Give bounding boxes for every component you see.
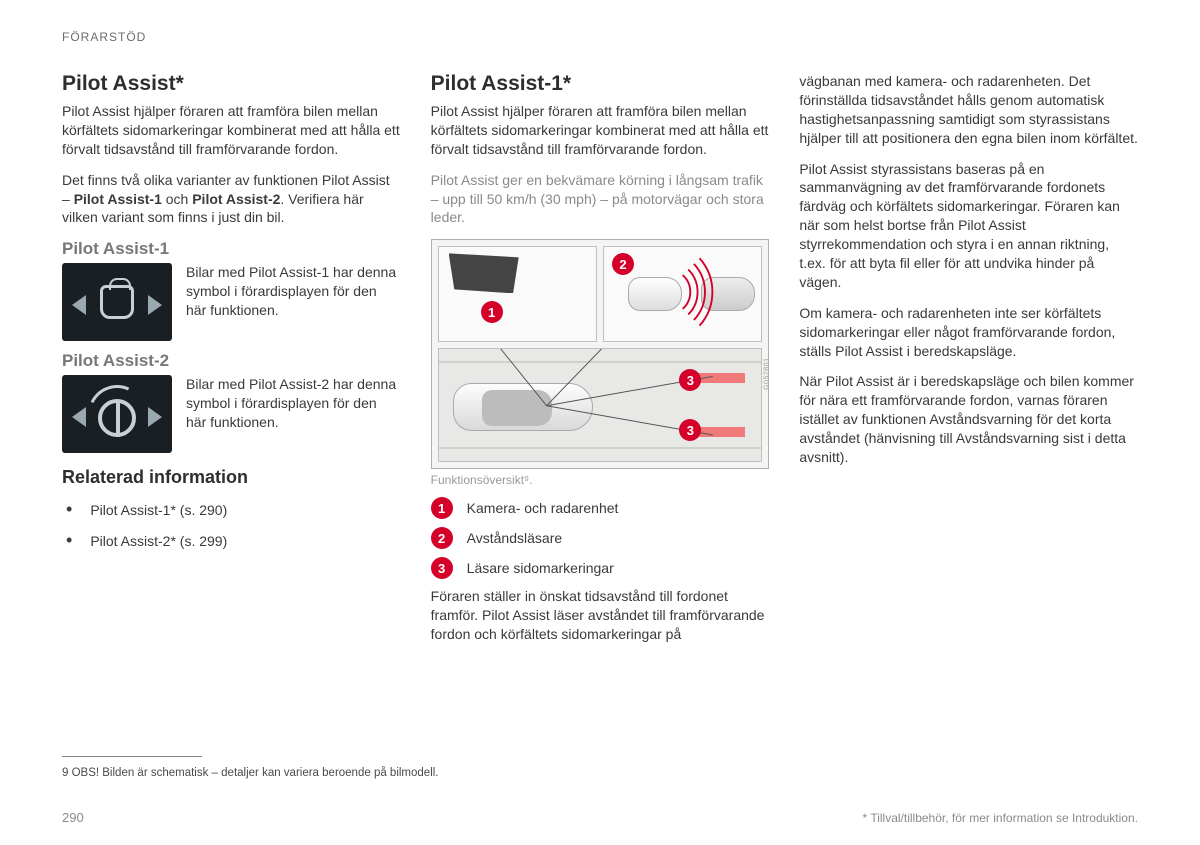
legend-label: Läsare sidomarkeringar — [467, 560, 614, 576]
column-1: Pilot Assist* Pilot Assist hjälper förar… — [62, 72, 401, 656]
col1-intro: Pilot Assist hjälper föraren att framför… — [62, 102, 401, 159]
legend-item: 3 Läsare sidomarkeringar — [431, 557, 770, 579]
related-heading: Relaterad information — [62, 467, 401, 488]
col2-gray: Pilot Assist ger en bekvämare körning i … — [431, 171, 770, 228]
legend-label: Kamera- och radarenhet — [467, 500, 619, 516]
diagram-caption: Funktionsöversikt⁹. — [431, 473, 770, 487]
legend-badge: 2 — [431, 527, 453, 549]
col1-variants: Det finns två olika varianter av funktio… — [62, 171, 401, 228]
column-2: Pilot Assist-1* Pilot Assist hjälper för… — [431, 72, 770, 656]
col2-title: Pilot Assist-1* — [431, 72, 770, 96]
variant1-bold: Pilot Assist-1 — [74, 191, 162, 207]
function-overview-diagram: 1 2 — [431, 239, 770, 469]
legend-label: Avståndsläsare — [467, 530, 562, 546]
column-3: vägbanan med kamera- och radarenheten. D… — [799, 72, 1138, 656]
col2-intro: Pilot Assist hjälper föraren att framför… — [431, 102, 770, 159]
diagram-side-code: G052801 — [763, 358, 770, 390]
col3-p1: vägbanan med kamera- och radarenheten. D… — [799, 72, 1138, 148]
related-list: Pilot Assist-1* (s. 290) Pilot Assist-2*… — [62, 494, 401, 555]
pa2-symbol-icon — [62, 375, 172, 453]
variants-mid: och — [162, 191, 192, 207]
diagram-badge-1: 1 — [481, 301, 503, 323]
col3-p3: Om kamera- och radarenheten inte ser kör… — [799, 304, 1138, 361]
legend-badge: 3 — [431, 557, 453, 579]
diagram-guide-lines — [439, 349, 762, 462]
col1-title: Pilot Assist* — [62, 72, 401, 96]
pa2-text: Bilar med Pilot Assist-2 har denna symbo… — [186, 375, 401, 432]
related-item: Pilot Assist-2* (s. 299) — [66, 525, 401, 556]
page-number: 290 — [62, 810, 84, 825]
related-item: Pilot Assist-1* (s. 290) — [66, 494, 401, 525]
section-header: FÖRARSTÖD — [62, 30, 1138, 44]
col3-p4: När Pilot Assist är i beredskapsläge och… — [799, 372, 1138, 466]
diagram-pane-lane: 3 3 — [438, 348, 763, 462]
content-columns: Pilot Assist* Pilot Assist hjälper förar… — [62, 72, 1138, 656]
pa1-symbol-icon — [62, 263, 172, 341]
col2-after-para: Föraren ställer in önskat tidsavstånd ti… — [431, 587, 770, 644]
pa2-row: Bilar med Pilot Assist-2 har denna symbo… — [62, 375, 401, 453]
variant2-bold: Pilot Assist-2 — [192, 191, 280, 207]
legend-item: 2 Avståndsläsare — [431, 527, 770, 549]
footnote-rule — [62, 756, 202, 757]
pa1-heading: Pilot Assist-1 — [62, 239, 401, 259]
pa1-row: Bilar med Pilot Assist-1 har denna symbo… — [62, 263, 401, 341]
diagram-pane-radar: 2 — [603, 246, 762, 342]
pa2-heading: Pilot Assist-2 — [62, 351, 401, 371]
footnote-text: 9 OBS! Bilden är schematisk – detaljer k… — [62, 767, 439, 779]
legend-item: 1 Kamera- och radarenhet — [431, 497, 770, 519]
diagram-pane-sensor: 1 — [438, 246, 597, 342]
asterisk-note: * Tillval/tillbehör, för mer information… — [863, 811, 1138, 825]
col3-p2: Pilot Assist styrassistans baseras på en… — [799, 160, 1138, 292]
pa1-text: Bilar med Pilot Assist-1 har denna symbo… — [186, 263, 401, 320]
legend-badge: 1 — [431, 497, 453, 519]
